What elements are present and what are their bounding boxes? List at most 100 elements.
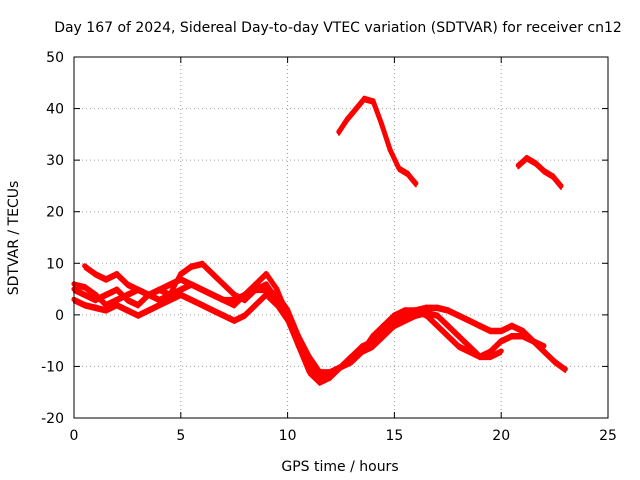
data-point-prn-c — [338, 363, 344, 369]
series-band-prn-f — [517, 159, 562, 190]
data-point-prn-c — [124, 281, 130, 287]
data-point-prn-a — [445, 307, 451, 313]
data-point-prn-c — [167, 281, 173, 287]
data-point-prn-b — [317, 379, 323, 385]
data-point-prn-d — [317, 369, 323, 375]
data-point-prn-c — [456, 343, 461, 349]
data-point-prn-b — [391, 322, 397, 328]
y-tick-label: 50 — [46, 50, 64, 66]
data-point-prn-d — [103, 291, 109, 297]
data-point-prn-d — [167, 291, 173, 297]
data-point-prn-f — [550, 173, 555, 179]
data-point-prn-c — [413, 307, 419, 313]
data-point-prn-b — [242, 312, 248, 318]
data-point-prn-d — [274, 291, 280, 297]
data-point-prn-d — [189, 281, 194, 287]
data-point-prn-d — [285, 307, 291, 313]
data-point-prn-d — [327, 374, 333, 380]
y-tick-label: 30 — [46, 153, 64, 169]
y-tick-label: -20 — [41, 411, 64, 427]
data-point-prn-d — [253, 286, 259, 292]
data-point-prn-c — [82, 263, 88, 269]
y-axis-label: SDTVAR / TECUs — [6, 181, 22, 296]
x-tick-label: 15 — [385, 428, 403, 444]
data-point-prn-a — [434, 304, 440, 310]
data-point-prn-a — [221, 281, 226, 287]
data-point-prn-b — [306, 369, 312, 375]
y-tick-label: 20 — [46, 205, 64, 221]
data-point-prn-c — [520, 333, 526, 338]
data-point-prn-f — [532, 160, 538, 166]
data-point-prn-a — [456, 312, 461, 318]
data-point-prn-b — [135, 312, 141, 318]
data-point-prn-c — [509, 333, 515, 338]
data-point-prn-b — [124, 307, 130, 313]
y-tick-label: 40 — [46, 102, 64, 118]
data-point-prn-c — [103, 276, 109, 282]
data-point-prn-b — [466, 343, 472, 349]
data-point-prn-c — [530, 338, 536, 344]
data-point-prn-b — [370, 343, 376, 349]
y-tick-label: -10 — [41, 359, 64, 375]
data-point-prn-b — [167, 296, 173, 302]
data-point-prn-f — [524, 155, 530, 161]
data-point-prn-e — [336, 129, 342, 135]
data-point-prn-d — [82, 291, 88, 297]
data-point-prn-c — [359, 348, 365, 354]
axis-ticks: 0 5 10 15 20 25 -20 -10 0 10 20 30 40 50 — [41, 50, 617, 444]
data-point-prn-b — [221, 312, 226, 318]
data-point-prn-f — [515, 162, 521, 168]
data-point-prn-d — [156, 286, 162, 292]
data-point-prn-c — [370, 333, 376, 338]
x-tick-label: 25 — [599, 428, 617, 444]
data-point-prn-b — [210, 307, 216, 313]
data-point-prn-c — [423, 312, 429, 318]
data-point-prn-d — [199, 286, 205, 292]
data-point-prn-c — [114, 271, 120, 277]
data-point-prn-a — [178, 271, 184, 277]
data-point-prn-b — [114, 302, 120, 307]
series-band-prn-e — [337, 100, 417, 188]
data-point-prn-e — [353, 106, 359, 112]
data-point-prn-e — [379, 121, 385, 127]
data-point-prn-a — [210, 271, 216, 277]
data-point-prn-d — [242, 291, 248, 297]
x-tick-label: 0 — [70, 428, 79, 444]
data-point-prn-a — [103, 302, 109, 307]
data-point-prn-b — [146, 307, 152, 313]
data-point-prn-d — [231, 296, 237, 302]
x-tick-label: 5 — [176, 428, 185, 444]
data-point-prn-b — [498, 348, 504, 354]
data-point-prn-b — [231, 317, 237, 323]
data-point-prn-a — [114, 296, 120, 302]
data-point-prn-b — [402, 317, 408, 323]
data-point-prn-a — [520, 327, 526, 333]
data-point-prn-d — [221, 296, 226, 302]
data-point-prn-a — [498, 327, 504, 333]
data-point-prn-b — [199, 302, 205, 307]
data-point-prn-a — [199, 260, 205, 266]
data-point-prn-d — [146, 291, 152, 297]
data-point-prn-a — [82, 284, 88, 289]
data-point-prn-c — [381, 322, 387, 328]
data-point-prn-c — [402, 307, 408, 313]
data-series — [71, 95, 568, 386]
data-point-prn-c — [552, 358, 558, 364]
data-point-prn-d — [178, 286, 184, 292]
data-point-prn-c — [445, 333, 451, 338]
data-point-prn-a — [509, 322, 515, 328]
chart-title: Day 167 of 2024, Sidereal Day-to-day VTE… — [54, 20, 622, 36]
data-point-prn-c — [253, 281, 259, 287]
data-point-prn-d — [306, 353, 312, 359]
data-point-prn-c — [541, 348, 547, 354]
data-point-prn-a — [156, 296, 162, 302]
y-tick-label: 0 — [55, 308, 64, 324]
data-point-prn-d — [92, 296, 98, 302]
data-point-prn-d — [114, 286, 120, 292]
series-line-prn-e — [336, 95, 419, 186]
grid-lines — [74, 57, 608, 418]
data-point-prn-c — [92, 271, 98, 277]
data-point-prn-e — [370, 98, 376, 104]
data-point-prn-d — [295, 333, 301, 338]
